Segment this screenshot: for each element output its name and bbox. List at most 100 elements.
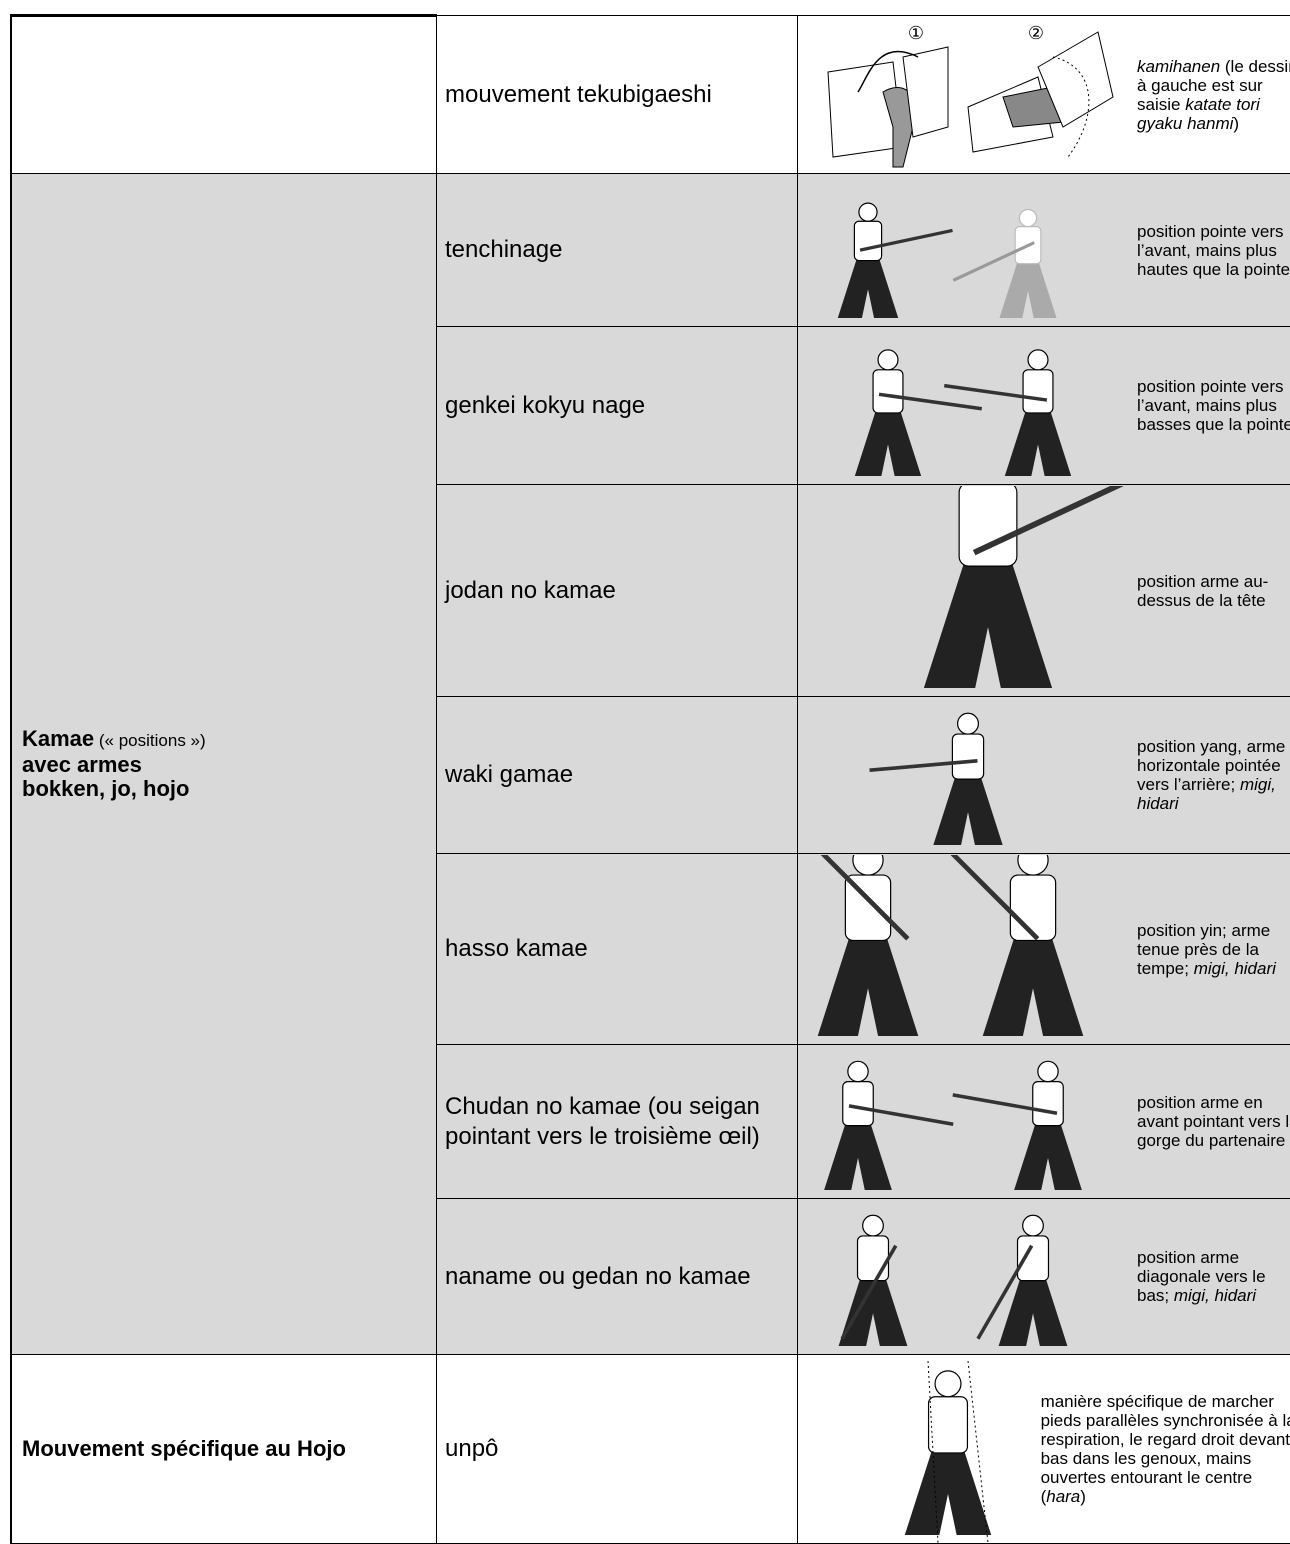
illustration bbox=[798, 486, 1133, 696]
head bbox=[848, 1061, 868, 1081]
head bbox=[935, 1370, 961, 1396]
keikogi bbox=[1033, 1081, 1063, 1125]
description: position arme au-dessus de la tête bbox=[1133, 572, 1290, 610]
figure-cell: position arme diagonale vers le bas; mig… bbox=[798, 1199, 1290, 1355]
illustration bbox=[798, 1046, 1133, 1198]
hakama bbox=[839, 1278, 908, 1345]
keikogi bbox=[959, 486, 1017, 566]
hakama bbox=[818, 937, 919, 1035]
figure-cell: position yin; arme tenue près de la temp… bbox=[798, 854, 1290, 1045]
description: kamihanen (le dessin à gauche est sur sa… bbox=[1133, 57, 1290, 133]
description-text: position arme au-dessus de la tête bbox=[1137, 572, 1268, 610]
term-cell: Chudan no kamae (ou seigan pointant vers… bbox=[437, 1045, 798, 1199]
figure-cell: position yang, arme horizontale pointée … bbox=[798, 697, 1290, 854]
description: position yin; arme tenue près de la temp… bbox=[1133, 921, 1290, 978]
hakama bbox=[1014, 1123, 1082, 1189]
head bbox=[878, 349, 898, 369]
description-text: kamihanen bbox=[1137, 57, 1220, 76]
figure-wrap: position pointe vers l’avant, mains plus… bbox=[798, 327, 1290, 484]
description-text: position pointe vers l’avant, mains plus… bbox=[1137, 377, 1290, 434]
term-text: naname ou gedan no kamae bbox=[445, 1263, 751, 1290]
category-text: avec armes bbox=[22, 752, 142, 777]
term-cell: waki gamae bbox=[437, 697, 798, 854]
term-text: jodan no kamae bbox=[445, 577, 616, 604]
category-text: Kamae bbox=[22, 726, 94, 751]
keikogi bbox=[1023, 369, 1053, 412]
figure-cell: position pointe vers l’avant, mains plus… bbox=[798, 174, 1290, 327]
keikogi bbox=[873, 369, 903, 412]
table-row: Mouvement spécifique au Hojo unpô manière … bbox=[11, 1355, 1290, 1544]
head bbox=[1038, 1061, 1058, 1081]
term-text: Chudan no kamae (ou seigan pointant vers… bbox=[445, 1093, 760, 1150]
hakama bbox=[924, 562, 1052, 687]
description-text: position pointe vers l’avant, mains plus… bbox=[1137, 222, 1290, 279]
description: position yang, arme horizontale pointée … bbox=[1133, 737, 1290, 813]
figure-wrap: position pointe vers l’avant, mains plus… bbox=[798, 174, 1290, 326]
head bbox=[1028, 349, 1048, 369]
figure-label: ② bbox=[1028, 23, 1044, 43]
keikogi bbox=[1010, 875, 1055, 940]
keikogi bbox=[843, 1081, 873, 1125]
category-line: bokken, jo, hojo bbox=[22, 777, 436, 801]
keikogi bbox=[1018, 1235, 1049, 1280]
hakama bbox=[1005, 411, 1071, 476]
hakama bbox=[983, 937, 1084, 1035]
keikogi bbox=[952, 734, 983, 779]
category-cell: Mouvement spécifique au Hojo bbox=[11, 1355, 437, 1544]
hakama bbox=[933, 777, 1002, 845]
description: position arme en avant pointant vers la … bbox=[1133, 1093, 1290, 1150]
category-text: (« positions ») bbox=[94, 731, 206, 750]
figure-wrap: position yin; arme tenue près de la temp… bbox=[798, 854, 1290, 1044]
hakama bbox=[855, 411, 921, 476]
category-text: bokken, jo, hojo bbox=[22, 776, 189, 801]
category-line: Mouvement spécifique au Hojo bbox=[22, 1437, 436, 1461]
hakama bbox=[838, 259, 898, 318]
description-text: migi, hidari bbox=[1174, 1286, 1256, 1305]
figure-cell: manière spécifique de marcher pieds para… bbox=[798, 1355, 1290, 1544]
illustration bbox=[798, 855, 1133, 1044]
illustration bbox=[798, 1356, 1037, 1543]
category-text: Mouvement spécifique au Hojo bbox=[22, 1436, 346, 1461]
figure-wrap: position arme en avant pointant vers la … bbox=[798, 1045, 1290, 1198]
head bbox=[1023, 1215, 1044, 1236]
hakama bbox=[905, 1450, 991, 1534]
description: manière spécifique de marcher pieds para… bbox=[1037, 1392, 1290, 1506]
description: position pointe vers l’avant, mains plus… bbox=[1133, 377, 1290, 434]
keikogi bbox=[858, 1235, 889, 1280]
term-cell: unpô bbox=[437, 1355, 798, 1544]
keikogi bbox=[854, 221, 881, 260]
term-text: waki gamae bbox=[445, 761, 573, 788]
term-cell: mouvement tekubigaeshi bbox=[437, 16, 798, 174]
figure-label: ① bbox=[908, 23, 924, 43]
description-text: position arme en avant pointant vers la … bbox=[1137, 1093, 1290, 1150]
figure-wrap: position arme diagonale vers le bas; mig… bbox=[798, 1199, 1290, 1354]
figure-wrap: position yang, arme horizontale pointée … bbox=[798, 697, 1290, 853]
head bbox=[1019, 209, 1036, 226]
description: position pointe vers l’avant, mains plus… bbox=[1133, 222, 1290, 279]
head bbox=[958, 713, 979, 734]
term-text: mouvement tekubigaeshi bbox=[445, 81, 712, 108]
category-cell bbox=[11, 16, 437, 174]
hakama bbox=[999, 1278, 1068, 1345]
term-cell: jodan no kamae bbox=[437, 485, 798, 697]
head bbox=[1018, 855, 1048, 875]
figure-cell: position arme en avant pointant vers la … bbox=[798, 1045, 1290, 1199]
illustration bbox=[798, 698, 1133, 853]
term-cell: hasso kamae bbox=[437, 854, 798, 1045]
term-text: hasso kamae bbox=[445, 935, 588, 962]
term-cell: tenchinage bbox=[437, 174, 798, 327]
head bbox=[859, 203, 877, 221]
figure-wrap: position arme au-dessus de la tête bbox=[798, 485, 1290, 696]
hakama bbox=[824, 1123, 892, 1189]
term-cell: genkei kokyu nage bbox=[437, 327, 798, 485]
figure-cell: position pointe vers l’avant, mains plus… bbox=[798, 327, 1290, 485]
illustration bbox=[798, 175, 1133, 326]
